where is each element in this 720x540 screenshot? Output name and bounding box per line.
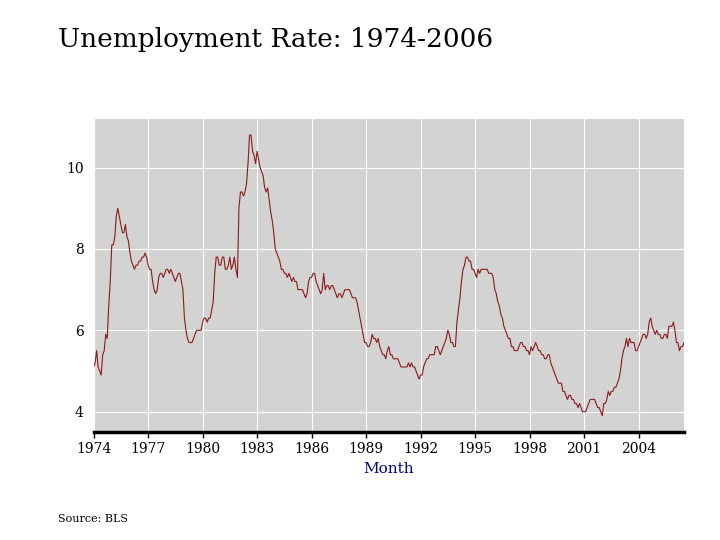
X-axis label: Month: Month [364,462,414,476]
Text: Unemployment Rate: 1974-2006: Unemployment Rate: 1974-2006 [58,27,492,52]
Text: Source: BLS: Source: BLS [58,514,127,524]
